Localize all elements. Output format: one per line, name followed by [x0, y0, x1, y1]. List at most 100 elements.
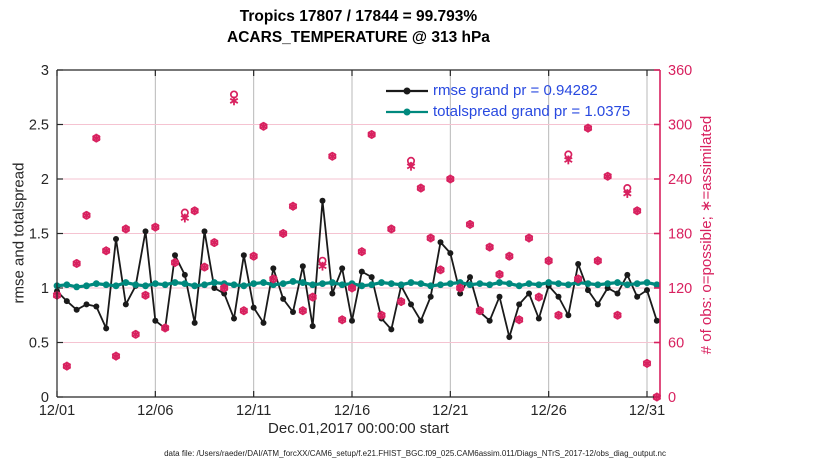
y-tick-label-right: 180: [668, 227, 692, 243]
gridlines: [57, 70, 660, 397]
rmse-marker: [319, 197, 326, 204]
rmse-marker: [299, 263, 306, 270]
obs-assimilated-marker: [219, 285, 229, 291]
legend: rmse grand pr = 0.94282 totalspread gran…: [385, 80, 630, 122]
totalspread-marker: [338, 281, 346, 289]
rmse-marker: [142, 228, 149, 235]
legend-item-totalspread: totalspread grand pr = 1.0375: [385, 101, 630, 122]
obs-count-markers: [52, 90, 662, 402]
obs-assimilated-marker: [101, 247, 111, 254]
totalspread-marker: [112, 282, 120, 290]
y-tick-label-right: 120: [668, 281, 692, 297]
rmse-marker: [624, 271, 631, 278]
obs-assimilated-marker: [72, 260, 81, 267]
totalspread-marker: [73, 283, 81, 291]
obs-assimilated-marker: [406, 163, 416, 170]
x-tick-label: 12/11: [236, 403, 271, 419]
obs-assimilated-marker: [151, 224, 160, 231]
obs-assimilated-marker: [416, 185, 426, 192]
obs-assimilated-marker: [121, 225, 131, 232]
totalspread-marker: [210, 279, 218, 286]
obs-assimilated-marker: [229, 97, 239, 104]
rmse-marker: [221, 290, 228, 297]
totalspread-marker: [653, 281, 661, 289]
totalspread-marker: [191, 282, 199, 290]
obs-assimilated-marker: [259, 123, 268, 130]
obs-assimilated-marker: [603, 173, 612, 180]
obs-assimilated-marker: [573, 275, 583, 282]
obs-assimilated-marker: [328, 153, 337, 160]
rmse-marker: [122, 301, 129, 308]
rmse-marker: [63, 298, 70, 305]
rmse-marker: [211, 285, 218, 291]
obs-assimilated-marker: [200, 264, 209, 271]
x-tick-label: 12/21: [432, 403, 468, 419]
totalspread-marker: [564, 281, 572, 289]
totalspread-marker: [299, 279, 307, 286]
totalspread-marker: [122, 279, 130, 286]
obs-assimilated-marker: [170, 259, 180, 266]
obs-assimilated-marker: [554, 312, 563, 319]
obs-assimilated-marker: [534, 294, 544, 301]
obs-assimilated-marker: [495, 271, 504, 278]
obs-assimilated-marker: [288, 203, 298, 210]
rmse-marker: [231, 315, 237, 322]
obs-assimilated-marker: [632, 207, 642, 214]
rmse-marker: [152, 317, 159, 324]
totalspread-marker: [102, 281, 110, 289]
rmse-marker: [339, 265, 346, 272]
totalspread-marker: [269, 281, 277, 289]
obs-assimilated-marker: [455, 285, 465, 291]
obs-assimilated-marker: [318, 263, 327, 270]
totalspread-marker: [92, 280, 100, 288]
rmse-marker: [408, 301, 414, 308]
y-tick-label-right: 60: [668, 336, 684, 352]
y-tick-label-left: 1: [41, 281, 49, 297]
rmse-marker: [309, 323, 316, 330]
rmse-marker: [634, 293, 641, 300]
totalspread-marker: [142, 282, 149, 290]
rmse-marker: [427, 293, 434, 300]
chart-title: Tropics 17807 / 17844 = 99.793% ACARS_TE…: [57, 6, 660, 48]
totalspread-marker: [230, 281, 238, 289]
obs-assimilated-marker: [623, 190, 632, 197]
obs-assimilated-marker: [514, 316, 524, 323]
rmse-marker: [467, 274, 473, 281]
rmse-marker: [93, 303, 100, 310]
obs-assimilated-marker: [111, 353, 121, 360]
totalspread-marker: [594, 281, 602, 289]
y-tick-label-left: 0.5: [29, 336, 49, 352]
rmse-marker: [240, 252, 247, 259]
totalspread-marker: [604, 280, 612, 288]
totalspread-marker: [643, 279, 651, 286]
x-tick-label: 12/01: [39, 403, 75, 419]
totalspread-marker: [623, 281, 631, 289]
totalspread-marker: [397, 281, 405, 289]
obs-assimilated-marker: [210, 239, 219, 246]
obs-assimilated-marker: [141, 292, 150, 299]
rmse-marker: [280, 295, 287, 302]
obs-assimilated-marker: [465, 221, 475, 228]
y-tick-label-left: 0: [41, 390, 49, 406]
y-tick-label-right: 240: [668, 172, 692, 188]
rmse-marker: [417, 317, 424, 324]
totalspread-marker: [407, 279, 415, 286]
y-axis-label-left: rmse and totalspread: [10, 162, 28, 304]
rmse-marker: [388, 326, 395, 333]
rmse-marker: [496, 293, 503, 300]
obs-assimilated-marker: [308, 294, 317, 301]
rmse-marker: [447, 250, 454, 257]
y-tick-label-left: 2: [41, 172, 49, 188]
rmse-marker: [181, 271, 188, 278]
y-tick-label-right: 300: [668, 118, 692, 134]
totalspread-marker: [515, 282, 523, 290]
rmse-marker: [113, 235, 119, 242]
totalspread-marker: [161, 281, 169, 289]
totalspread-marker: [427, 282, 435, 290]
rmse-marker: [516, 301, 523, 308]
y-tick-label-left: 3: [41, 63, 49, 79]
rmse-marker: [565, 312, 572, 319]
totalspread-marker: [614, 279, 621, 286]
rmse-marker: [555, 293, 562, 300]
totalspread-marker: [151, 280, 159, 288]
